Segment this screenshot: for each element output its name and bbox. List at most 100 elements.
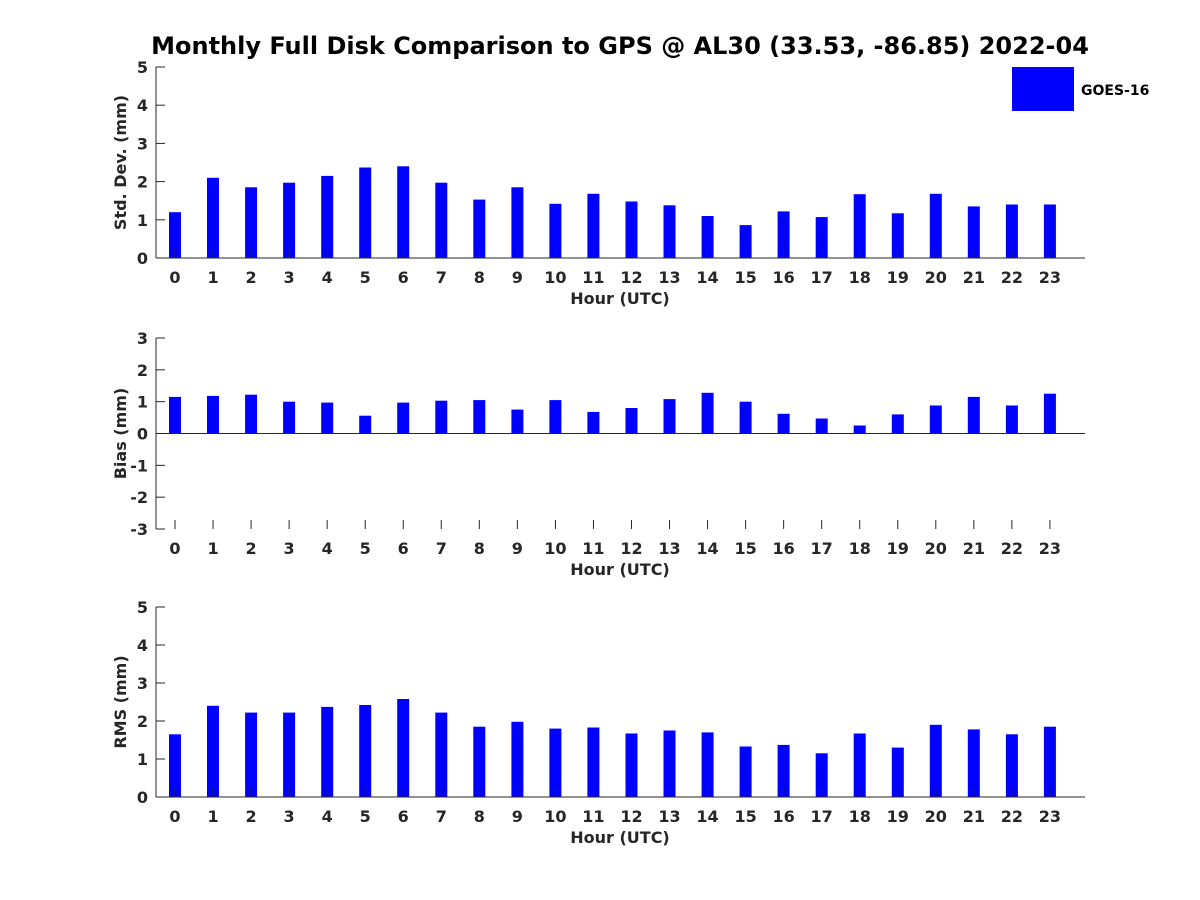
- rms-bar-hour-5: [359, 705, 372, 797]
- std-dev-y-tick-label: 2: [137, 173, 148, 192]
- rms-x-tick-label: 21: [963, 807, 985, 826]
- rms-y-axis-label: RMS (mm): [111, 655, 130, 748]
- bias-x-tick-label: 10: [544, 539, 566, 558]
- std-dev-x-tick-label: 21: [963, 268, 985, 287]
- std-dev-y-tick-label: 5: [137, 58, 148, 77]
- rms-x-tick-label: 5: [360, 807, 371, 826]
- chart-title: Monthly Full Disk Comparison to GPS @ AL…: [151, 32, 1089, 60]
- std-dev-bar-hour-22: [1005, 204, 1018, 258]
- rms-y-tick-label: 4: [137, 636, 148, 655]
- rms-bar-hour-17: [815, 753, 828, 797]
- rms-bar-hour-11: [587, 727, 600, 797]
- bias-bar-hour-22: [1005, 405, 1018, 434]
- rms-bar-hour-10: [549, 728, 562, 797]
- rms-x-tick-label: 17: [811, 807, 833, 826]
- std-dev-x-tick-label: 7: [436, 268, 447, 287]
- bias-x-tick-label: 23: [1039, 539, 1061, 558]
- rms-bar-hour-13: [663, 730, 676, 797]
- std-dev-bar-hour-4: [321, 175, 334, 258]
- bias-bar-hour-19: [891, 414, 904, 434]
- bias-bar-hour-8: [473, 400, 486, 434]
- std-dev-bar-hour-6: [397, 166, 410, 258]
- bias-bar-hour-12: [625, 408, 638, 434]
- std-dev-bar-hour-11: [587, 193, 600, 258]
- legend-swatch-goes-16: [1012, 67, 1074, 111]
- std-dev-y-axis-label: Std. Dev. (mm): [111, 95, 130, 230]
- bias-x-tick-label: 3: [284, 539, 295, 558]
- bias-bar-hour-2: [245, 394, 258, 434]
- rms-bar-hour-2: [245, 712, 258, 797]
- bias-y-tick-label: 1: [137, 393, 148, 412]
- std-dev-x-tick-label: 4: [322, 268, 333, 287]
- bias-x-tick-label: 5: [360, 539, 371, 558]
- rms-x-tick-label: 15: [734, 807, 756, 826]
- rms-x-axis-label: Hour (UTC): [570, 828, 670, 847]
- bias-y-axis-label: Bias (mm): [111, 388, 130, 480]
- std-dev-x-tick-label: 14: [696, 268, 718, 287]
- rms-x-tick-label: 9: [512, 807, 523, 826]
- rms-y-tick-label: 3: [137, 674, 148, 693]
- bias-bar-hour-5: [359, 415, 372, 434]
- std-dev-y-tick-label: 1: [137, 211, 148, 230]
- bias-x-tick-label: 15: [734, 539, 756, 558]
- bias-x-axis-label: Hour (UTC): [570, 560, 670, 579]
- rms-bar-hour-8: [473, 726, 486, 797]
- rms-x-tick-label: 1: [207, 807, 218, 826]
- std-dev-bar-hour-17: [815, 217, 828, 258]
- bias-bar-hour-18: [853, 425, 866, 434]
- bias-x-tick-label: 9: [512, 539, 523, 558]
- rms-bar-hour-23: [1043, 726, 1056, 797]
- std-dev-x-tick-label: 15: [734, 268, 756, 287]
- rms-bar-hour-21: [967, 729, 980, 797]
- rms-x-tick-label: 6: [398, 807, 409, 826]
- rms-x-tick-label: 16: [773, 807, 795, 826]
- rms-x-tick-label: 0: [169, 807, 180, 826]
- rms-bar-hour-16: [777, 744, 790, 797]
- std-dev-bar-hour-2: [245, 187, 258, 258]
- bias-bar-hour-1: [207, 395, 219, 434]
- rms-x-tick-label: 22: [1001, 807, 1023, 826]
- std-dev-bar-hour-9: [511, 187, 524, 258]
- rms-x-tick-label: 8: [474, 807, 485, 826]
- std-dev-x-tick-label: 11: [582, 268, 604, 287]
- bias-x-tick-label: 16: [773, 539, 795, 558]
- rms-bar-hour-15: [739, 746, 752, 797]
- rms-bar-hour-19: [891, 747, 904, 797]
- rms-x-tick-label: 10: [544, 807, 566, 826]
- std-dev-x-tick-label: 20: [925, 268, 947, 287]
- std-dev-x-tick-label: 3: [284, 268, 295, 287]
- rms-x-tick-label: 2: [246, 807, 257, 826]
- bias-bar-hour-15: [739, 401, 752, 434]
- bias-bar-hour-7: [435, 400, 448, 434]
- std-dev-x-tick-label: 23: [1039, 268, 1061, 287]
- rms-y-tick-label: 0: [137, 788, 148, 807]
- std-dev-bar-hour-8: [473, 199, 486, 258]
- std-dev-y-tick-label: 0: [137, 249, 148, 268]
- std-dev-x-tick-label: 9: [512, 268, 523, 287]
- std-dev-bar-hour-18: [853, 194, 866, 258]
- rms-x-tick-label: 4: [322, 807, 333, 826]
- legend: GOES-16: [1012, 67, 1149, 111]
- legend-label: GOES-16: [1081, 83, 1149, 99]
- rms-x-tick-label: 7: [436, 807, 447, 826]
- bias-x-tick-label: 14: [696, 539, 718, 558]
- std-dev-bar-hour-15: [739, 225, 752, 258]
- rms-bar-hour-7: [435, 712, 448, 797]
- bias-y-tick-label: -1: [130, 456, 148, 475]
- rms-bar-hour-4: [321, 706, 334, 797]
- bias-bar-hour-11: [587, 411, 600, 434]
- bias-bar-hour-13: [663, 399, 676, 434]
- rms-y-tick-label: 5: [137, 598, 148, 617]
- rms-bar-hour-3: [283, 712, 296, 797]
- rms-x-tick-label: 12: [620, 807, 642, 826]
- std-dev-bar-hour-19: [891, 213, 904, 258]
- bias-bar-hour-10: [549, 400, 562, 434]
- std-dev-bar-hour-10: [549, 203, 562, 258]
- std-dev-bar-hour-13: [663, 205, 676, 258]
- rms-x-tick-label: 23: [1039, 807, 1061, 826]
- std-dev-x-tick-label: 2: [246, 268, 257, 287]
- std-dev-x-tick-label: 6: [398, 268, 409, 287]
- std-dev-y-tick-label: 4: [137, 96, 148, 115]
- rms-x-tick-label: 3: [284, 807, 295, 826]
